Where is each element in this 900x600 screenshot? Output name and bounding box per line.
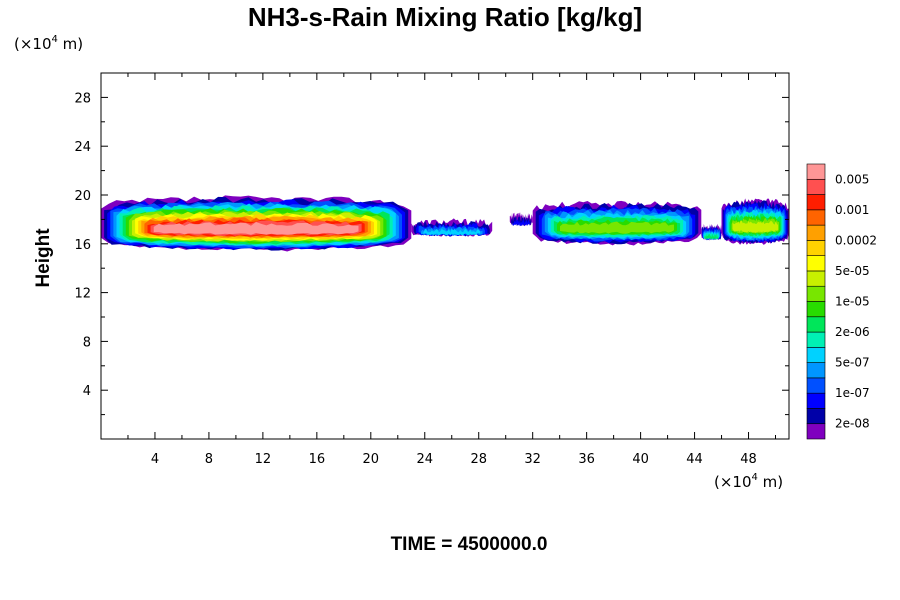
y-axis-label: Height — [33, 228, 54, 288]
colorbar-swatch — [806, 408, 826, 425]
contour-level — [560, 221, 674, 234]
contour-level — [153, 222, 359, 235]
colorbar: 2e-08 1e-07 5e-07 2e-06 1e-05 5e-05 0.0002 0.00… — [806, 163, 877, 440]
colorbar-swatch — [806, 423, 826, 440]
contour-level — [732, 220, 778, 233]
y-axis: 4 8 12 16 20 24 28 — [74, 91, 789, 416]
colorbar-swatch — [806, 392, 826, 409]
colorbar-swatch — [806, 163, 826, 180]
x-tick-label: 20 — [363, 452, 380, 467]
y-unit-label: (×104 m) — [14, 34, 83, 53]
x-tick-label: 48 — [740, 452, 757, 467]
colorbar-label: 0.001 — [835, 203, 869, 217]
colorbar-swatch — [806, 178, 826, 195]
colorbar-label: 1e-05 — [835, 295, 870, 309]
colorbar-swatch — [806, 347, 826, 363]
contour-level — [704, 233, 719, 240]
x-tick-label: 12 — [255, 452, 272, 467]
colorbar-swatch — [806, 270, 826, 287]
colorbar-swatch — [806, 224, 826, 241]
x-unit-label: (×104 m) — [714, 472, 783, 491]
x-tick-label: 4 — [151, 452, 159, 467]
x-tick-label: 40 — [632, 452, 649, 467]
colorbar-swatch — [806, 194, 826, 211]
contour-fill — [101, 195, 789, 252]
x-tick-label: 8 — [205, 452, 213, 467]
colorbar-label: 2e-06 — [835, 325, 870, 339]
plot-area — [101, 73, 789, 439]
contour-level — [511, 215, 532, 227]
time-label: TIME = 4500000.0 — [391, 534, 548, 555]
y-tick-label: 8 — [83, 335, 91, 350]
x-tick-label: 32 — [524, 452, 541, 467]
colorbar-label: 0.0002 — [835, 233, 877, 247]
colorbar-label: 5e-05 — [835, 264, 870, 278]
plot-frame — [100, 72, 790, 440]
colorbar-swatch — [806, 316, 826, 333]
x-tick-label: 44 — [686, 452, 703, 467]
colorbar-swatch — [806, 285, 826, 302]
y-tick-label: 16 — [74, 238, 91, 253]
y-tick-label: 12 — [74, 287, 91, 302]
x-tick-label: 36 — [578, 452, 595, 467]
colorbar-swatch — [806, 331, 826, 348]
colorbar-label: 5e-07 — [835, 356, 870, 370]
y-tick-label: 28 — [74, 91, 91, 106]
colorbar-swatch — [806, 255, 826, 272]
colorbar-label: 2e-08 — [835, 417, 870, 431]
colorbar-label: 1e-07 — [835, 386, 870, 400]
colorbar-label: 0.005 — [835, 172, 869, 186]
y-tick-label: 4 — [83, 384, 91, 399]
plot-background — [101, 73, 789, 439]
x-tick-label: 16 — [309, 452, 326, 467]
colorbar-swatch — [806, 377, 826, 394]
colorbar-swatch — [806, 209, 826, 226]
colorbar-swatch — [806, 301, 826, 318]
chart-title: NH3-s-Rain Mixing Ratio [kg/kg] — [248, 2, 642, 32]
colorbar-swatch — [806, 240, 826, 256]
contour-level — [423, 228, 481, 236]
y-tick-label: 24 — [74, 140, 91, 155]
contour-level — [512, 219, 530, 227]
x-axis: 4 8 12 16 20 24 28 32 36 40 44 48 — [127, 73, 777, 467]
x-tick-label: 28 — [470, 452, 487, 467]
colorbar-swatch — [806, 362, 826, 379]
x-tick-label: 24 — [416, 452, 433, 467]
y-tick-label: 20 — [74, 189, 91, 204]
